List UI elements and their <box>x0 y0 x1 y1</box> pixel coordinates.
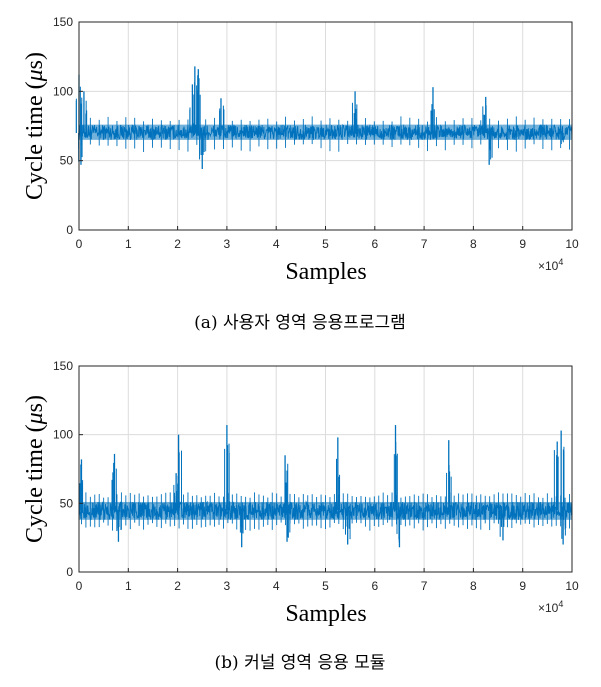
chart-b-y-ticks: 0 50 100 150 <box>53 359 83 579</box>
chart-b-x-tick-label: 2 <box>174 579 181 593</box>
chart-b-x-tick-label: 10 <box>565 579 579 593</box>
chart-a-x-tick-label: 3 <box>224 237 231 251</box>
chart-a-y-tick-label: 50 <box>60 154 74 168</box>
chart-a-x-tick-label: 8 <box>470 237 477 251</box>
chart-b-y-tick-label: 50 <box>60 496 74 510</box>
chart-b-y-tick-label: 0 <box>66 565 73 579</box>
chart-b-x-tick-label: 9 <box>519 579 526 593</box>
chart-a-x-axis-label: Samples <box>285 259 366 285</box>
chart-b-x-tick-label: 6 <box>371 579 378 593</box>
chart-a-x-exponent: ×104 <box>538 257 563 273</box>
chart-a-x-tick-label: 6 <box>371 237 378 251</box>
chart-b-y-axis-label: Cycle time (μs) <box>22 395 48 543</box>
chart-b-caption: (b) 커널 영역 응용 모듈 <box>215 653 386 673</box>
chart-b-x-tick-label: 5 <box>322 579 329 593</box>
chart-a-caption: (a) 사용자 영역 응용프로그램 <box>194 313 406 333</box>
chart-a-y-axis-label: Cycle time (μs) <box>22 52 48 200</box>
chart-b: 0 1 2 3 4 5 6 7 8 9 10 0 50 100 150 ×104 Samples Cycl… <box>22 359 579 673</box>
chart-b-spike-marks <box>79 425 570 548</box>
chart-b-y-tick-label: 150 <box>53 359 73 373</box>
chart-a-x-tick-label: 5 <box>322 237 329 251</box>
chart-a-x-tick-label: 10 <box>565 237 579 251</box>
chart-a-x-tick-label: 4 <box>273 237 280 251</box>
chart-a-x-tick-label: 0 <box>76 237 83 251</box>
chart-a-x-tick-label: 2 <box>174 237 181 251</box>
chart-b-x-tick-label: 8 <box>470 579 477 593</box>
chart-a-x-ticks: 0 1 2 3 4 5 6 7 8 9 10 <box>76 226 579 251</box>
chart-a-x-tick-label: 7 <box>421 237 428 251</box>
chart-a: 0 1 2 3 4 5 6 7 8 9 10 0 50 100 150 ×104 Samples Cycl… <box>22 15 579 333</box>
chart-a-x-tick-label: 9 <box>519 237 526 251</box>
chart-a-y-ticks: 0 50 100 150 <box>53 15 83 237</box>
chart-b-x-tick-label: 0 <box>76 579 83 593</box>
chart-a-spike-marks <box>75 66 570 169</box>
chart-a-x-tick-label: 1 <box>125 237 132 251</box>
chart-b-x-exponent: ×104 <box>538 599 563 615</box>
chart-b-x-axis-label: Samples <box>285 601 366 627</box>
chart-b-x-tick-label: 4 <box>273 579 280 593</box>
chart-a-y-tick-label: 150 <box>53 15 73 29</box>
chart-a-y-tick-label: 0 <box>66 223 73 237</box>
chart-b-x-ticks: 0 1 2 3 4 5 6 7 8 9 10 <box>76 568 579 593</box>
chart-b-x-tick-label: 3 <box>224 579 231 593</box>
chart-b-x-tick-label: 7 <box>421 579 428 593</box>
chart-b-y-tick-label: 100 <box>53 428 73 442</box>
chart-a-y-tick-label: 100 <box>53 84 73 98</box>
chart-b-x-tick-label: 1 <box>125 579 132 593</box>
